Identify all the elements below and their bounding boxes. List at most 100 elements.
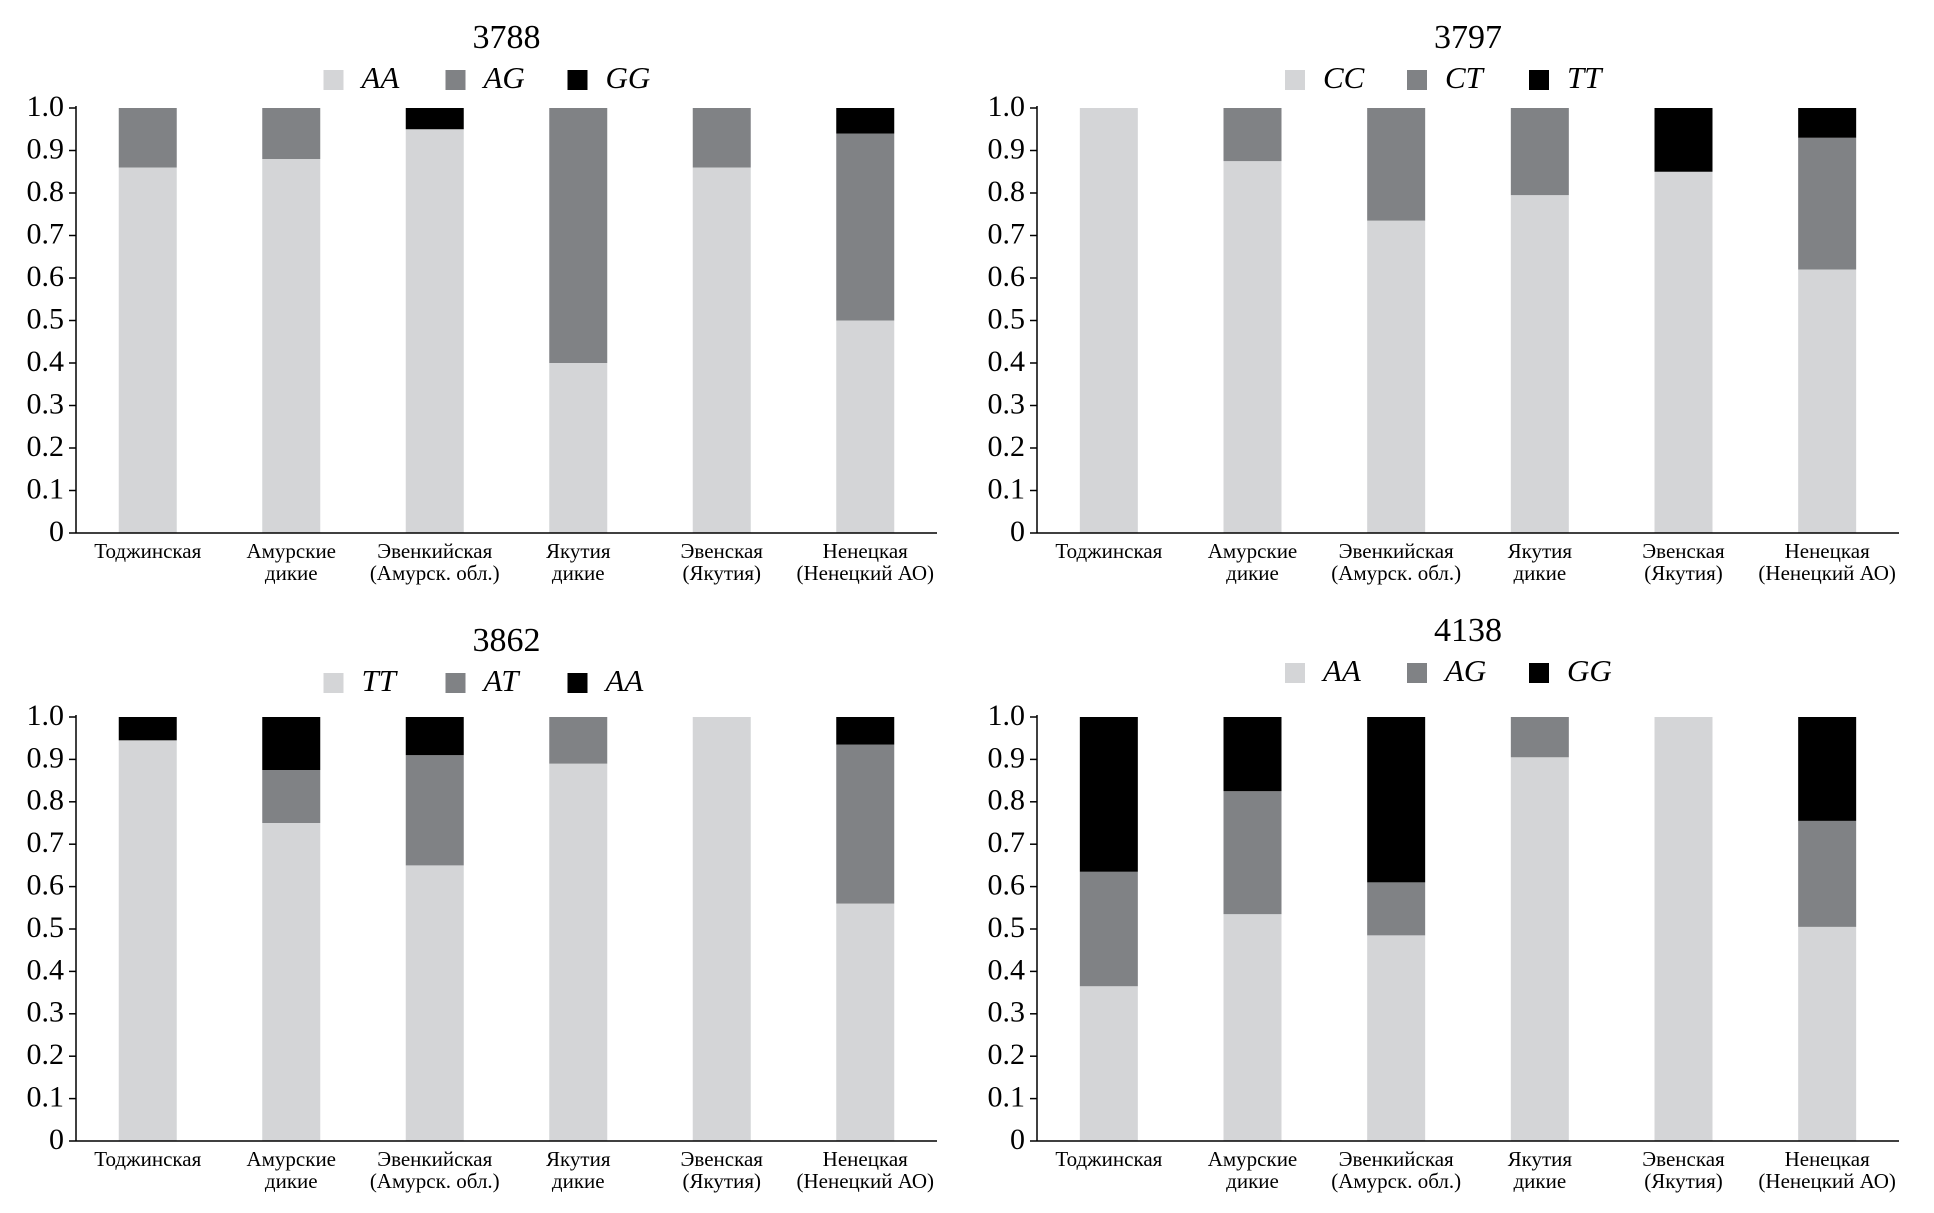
x-tick-label: Эвенкийская (377, 539, 492, 563)
bar-segment (836, 717, 895, 745)
bar-segment (549, 717, 608, 764)
x-tick-label: дикие (1513, 1169, 1566, 1193)
bar-segment (1654, 717, 1713, 1141)
bar-segment (118, 167, 177, 533)
y-tick-label: 0.9 (988, 132, 1026, 165)
bar-segment (836, 108, 895, 134)
bar-segment (1798, 717, 1857, 821)
x-tick-label: (Якутия) (683, 561, 761, 585)
x-tick-label: Амурские (246, 1147, 336, 1171)
x-tick-label: (Амурск. обл.) (370, 561, 500, 585)
bar-segment (692, 167, 751, 533)
x-tick-label: (Якутия) (683, 1169, 761, 1193)
legend-label: AA (1321, 653, 1362, 688)
x-tick-label: (Амурск. обл.) (1331, 561, 1461, 585)
y-tick-label: 0.2 (27, 1038, 65, 1071)
y-tick-label: 0.7 (988, 826, 1026, 859)
bar-segment (1079, 717, 1138, 872)
bar-segment (1510, 717, 1569, 758)
y-tick-label: 0.6 (988, 260, 1026, 293)
y-tick-label: 0 (49, 1123, 64, 1156)
x-tick-label: Ненецкая (823, 539, 908, 563)
y-tick-label: 0.7 (27, 217, 65, 250)
y-tick-label: 0.8 (27, 175, 65, 208)
x-tick-label: (Амурск. обл.) (370, 1169, 500, 1193)
x-tick-label: Якутия (546, 1147, 611, 1171)
legend-label: CC (1323, 60, 1365, 95)
y-tick-label: 0.3 (27, 387, 65, 420)
y-tick-label: 0.4 (27, 345, 65, 378)
y-tick-label: 0.1 (988, 1080, 1026, 1113)
x-tick-label: (Ненецкий АО) (1758, 1169, 1895, 1193)
legend-swatch (1529, 70, 1549, 90)
y-tick-label: 0.8 (988, 175, 1026, 208)
y-tick-label: 0.2 (27, 430, 65, 463)
y-tick-label: 0.1 (27, 472, 65, 505)
x-tick-label: Эвенкийская (1339, 1147, 1454, 1171)
y-tick-label: 0.2 (988, 430, 1026, 463)
x-tick-label: Эвенская (1642, 539, 1725, 563)
bar-segment (1510, 195, 1569, 533)
legend-swatch (1529, 663, 1549, 683)
bar-segment (405, 865, 464, 1141)
bar-segment (1510, 108, 1569, 196)
x-tick-label: дикие (1226, 561, 1279, 585)
bar-segment (836, 133, 895, 321)
bar-segment (1367, 108, 1426, 221)
x-tick-label: дикие (1513, 561, 1566, 585)
chart-title: 4138 (1434, 612, 1502, 649)
bar-segment (836, 744, 895, 904)
y-tick-label: 0.1 (27, 1080, 65, 1113)
y-tick-label: 0.5 (988, 911, 1026, 944)
bar-segment (836, 320, 895, 533)
bar-segment (1367, 717, 1426, 883)
x-tick-label: Тоджинская (94, 1147, 201, 1171)
y-tick-label: 0.1 (988, 472, 1026, 505)
bar-segment (1223, 914, 1282, 1141)
legend-swatch (445, 673, 466, 693)
bar-segment (1223, 161, 1282, 533)
bar-segment (1079, 871, 1138, 987)
legend-label: AA (604, 663, 645, 698)
bar-segment (1510, 757, 1569, 1141)
bar-segment (262, 823, 321, 1141)
x-tick-label: дикие (265, 1169, 318, 1193)
x-tick-label: Якутия (1508, 539, 1573, 563)
bar-segment (118, 108, 177, 168)
legend-label: AG (482, 60, 525, 95)
y-tick-label: 0.3 (988, 387, 1026, 420)
y-tick-label: 0.6 (988, 868, 1026, 901)
x-tick-label: (Якутия) (1644, 561, 1722, 585)
bar-segment (262, 159, 321, 533)
y-tick-label: 0.7 (27, 826, 65, 859)
y-tick-label: 0.9 (27, 132, 65, 165)
bar-segment (692, 108, 751, 168)
bar-segment (1654, 108, 1713, 172)
bar-segment (1798, 137, 1857, 270)
x-tick-label: (Амурск. обл.) (1331, 1169, 1461, 1193)
legend-label: AG (1443, 653, 1486, 688)
y-tick-label: 0.3 (988, 996, 1026, 1029)
x-tick-label: Тоджинская (1055, 539, 1162, 563)
bar-segment (1798, 108, 1857, 138)
x-tick-label: Амурские (1208, 539, 1298, 563)
y-tick-label: 0 (1010, 1123, 1025, 1156)
x-tick-label: дикие (552, 1169, 605, 1193)
chart-title: 3788 (473, 19, 541, 56)
legend-swatch (567, 70, 588, 90)
bar-segment (549, 363, 608, 533)
x-tick-label: Эвенкийская (1339, 539, 1454, 563)
x-tick-label: Тоджинская (1055, 1147, 1162, 1171)
bar-segment (549, 763, 608, 1141)
y-tick-label: 0.2 (988, 1038, 1026, 1071)
x-tick-label: Амурские (246, 539, 336, 563)
y-tick-label: 0.8 (988, 784, 1026, 817)
y-tick-label: 1.0 (988, 699, 1026, 732)
y-tick-label: 1.0 (27, 90, 65, 123)
x-tick-label: дикие (1226, 1169, 1279, 1193)
y-tick-label: 0.9 (27, 741, 65, 774)
x-tick-label: Тоджинская (94, 539, 201, 563)
bar-segment (118, 717, 177, 741)
y-tick-label: 0.4 (988, 953, 1026, 986)
bar-segment (1654, 171, 1713, 533)
